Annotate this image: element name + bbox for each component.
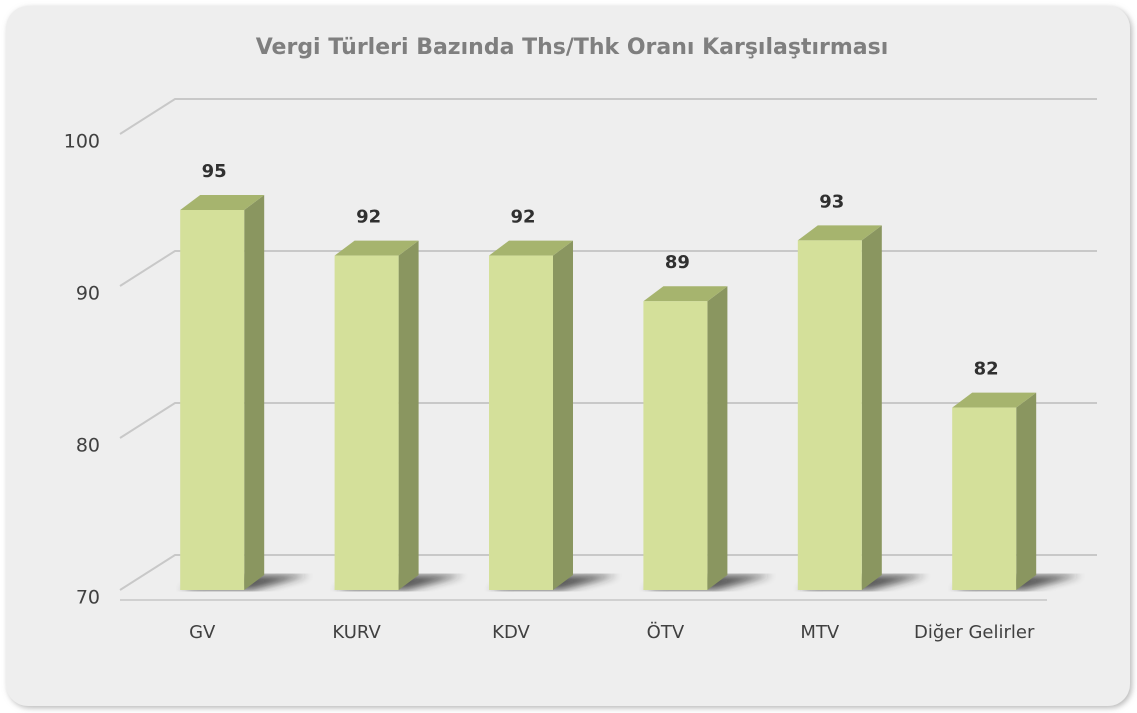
bar-side <box>707 286 728 590</box>
x-tick-label: MTV <box>800 622 840 643</box>
value-label: 82 <box>974 359 999 380</box>
bar-top <box>643 286 728 302</box>
grid-line <box>119 402 1097 439</box>
value-label: 93 <box>819 191 844 212</box>
y-tick-label: 100 <box>64 131 100 153</box>
x-tick-label: KURV <box>332 622 381 643</box>
grid-line <box>119 98 1097 135</box>
bar-top <box>489 240 573 256</box>
bar-top <box>797 225 882 241</box>
y-tick-label: 90 <box>76 283 100 305</box>
y-tick-label: 80 <box>76 435 100 457</box>
value-label: 95 <box>202 161 227 182</box>
bar <box>489 255 553 590</box>
bar-side <box>861 225 882 590</box>
bar-side <box>398 240 419 590</box>
x-tick-label: Diğer Gelirler <box>914 622 1035 643</box>
grid-line <box>119 554 1097 591</box>
bar <box>334 255 399 590</box>
bar <box>797 240 862 590</box>
bar-side <box>553 240 573 590</box>
value-label: 89 <box>665 252 690 273</box>
bar-top <box>952 392 1037 408</box>
bar <box>180 210 245 590</box>
bar-top <box>334 240 419 256</box>
bar <box>643 301 708 590</box>
y-tick-label: 70 <box>76 587 100 609</box>
x-tick-label: KDV <box>492 622 530 643</box>
grid-line <box>119 250 1097 287</box>
bar <box>952 407 1017 590</box>
x-tick-label: ÖTV <box>647 621 685 643</box>
x-tick-label: GV <box>189 622 216 643</box>
value-label: 92 <box>510 207 535 228</box>
chart-title: Vergi Türleri Bazında Ths/Thk Oranı Karş… <box>256 35 889 60</box>
bar-top <box>180 195 265 210</box>
bar-side <box>1016 392 1037 590</box>
value-label: 92 <box>356 207 381 228</box>
bar-side <box>244 195 265 590</box>
